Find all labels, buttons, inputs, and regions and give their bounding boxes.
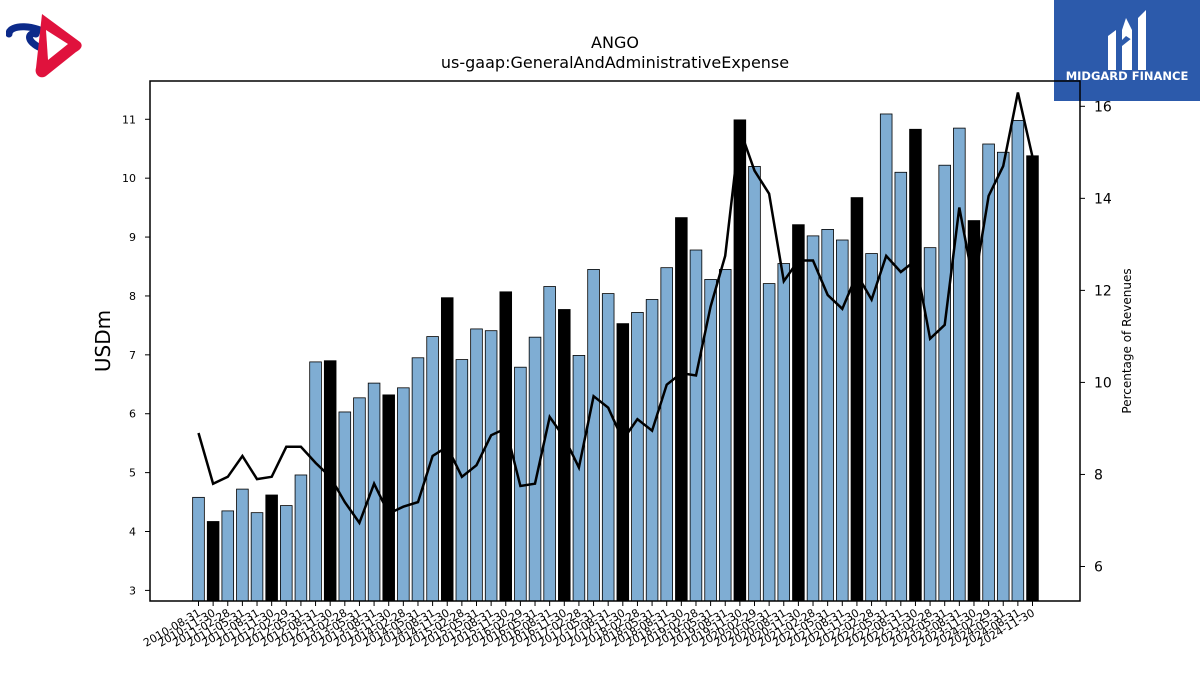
y-tick-label: 7 — [129, 349, 136, 362]
y-tick-label: 4 — [129, 526, 136, 539]
bar — [397, 387, 410, 602]
bar — [762, 283, 776, 602]
bar — [733, 119, 747, 602]
y-tick-label: 8 — [129, 290, 136, 303]
bar — [455, 359, 469, 602]
chart-subtitle: us-gaap:GeneralAndAdministrativeExpense — [441, 53, 789, 72]
x-axis-ticks: 2010-08-312010-11-302011-02-282011-05-31… — [141, 601, 1037, 650]
y2-tick-label: 14 — [1094, 191, 1112, 207]
bar — [689, 249, 703, 602]
bar — [382, 394, 395, 602]
bar — [879, 113, 893, 602]
bar — [323, 360, 337, 602]
bar — [718, 269, 732, 602]
bar — [909, 128, 922, 602]
bar — [748, 165, 761, 602]
bar — [353, 397, 366, 602]
bar — [645, 299, 659, 602]
bar — [484, 330, 498, 602]
bar — [865, 253, 878, 602]
midgard-finance-logo: MIDGARD FINANCE — [1054, 0, 1200, 101]
y2-tick-label: 10 — [1094, 375, 1112, 391]
bar — [558, 309, 571, 602]
y-tick-label: 3 — [129, 584, 136, 597]
bar — [996, 151, 1010, 602]
bar — [792, 224, 805, 602]
bar — [923, 247, 937, 602]
bar — [280, 505, 293, 602]
y2-tick-label: 8 — [1094, 467, 1103, 483]
bar — [616, 323, 630, 602]
bar — [543, 286, 556, 602]
bar — [631, 312, 644, 602]
bar — [938, 164, 951, 602]
y-tick-label: 11 — [122, 113, 136, 126]
y-tick-label: 9 — [129, 231, 136, 244]
bar — [250, 512, 264, 602]
bar — [836, 239, 849, 602]
line-series — [197, 92, 1034, 526]
bar — [850, 197, 864, 602]
bar — [587, 269, 600, 602]
bar — [806, 235, 820, 602]
bar — [309, 361, 322, 602]
y2-tick-label: 6 — [1094, 559, 1103, 575]
bar — [1026, 155, 1039, 602]
y-tick-label: 10 — [122, 172, 136, 185]
bar — [675, 217, 688, 602]
logo-text: MIDGARD FINANCE — [1066, 69, 1189, 83]
y-axis-label: USDm — [91, 310, 115, 372]
bar — [294, 474, 308, 602]
y2-axis-ticks: 6 8 10 12 14 16 — [1080, 99, 1112, 575]
y-tick-label: 5 — [129, 467, 136, 480]
bar — [236, 488, 249, 602]
bar — [572, 355, 586, 602]
bar-series — [192, 113, 1039, 602]
bar — [265, 494, 278, 602]
y2-tick-label: 12 — [1094, 283, 1112, 299]
bar — [982, 143, 995, 602]
bar — [967, 220, 981, 602]
plot-frame — [149, 80, 1081, 602]
bar — [601, 293, 615, 602]
company-logo — [6, 14, 82, 78]
chart-title: ANGO — [591, 33, 639, 52]
bar — [206, 521, 220, 602]
bar — [411, 357, 425, 602]
bar — [894, 171, 908, 602]
bar — [221, 510, 235, 602]
y-tick-label: 6 — [129, 408, 136, 421]
y2-tick-label: 16 — [1094, 99, 1112, 115]
bar — [953, 127, 966, 602]
y2-axis-label: Percentage of Revenues — [1120, 268, 1134, 413]
bar — [660, 267, 673, 602]
y-axis-ticks: 3 4 5 6 7 8 9 10 11 — [122, 113, 150, 597]
bar — [777, 263, 791, 602]
line-mark — [197, 92, 1034, 526]
bar — [1011, 120, 1025, 602]
bar — [192, 496, 205, 602]
